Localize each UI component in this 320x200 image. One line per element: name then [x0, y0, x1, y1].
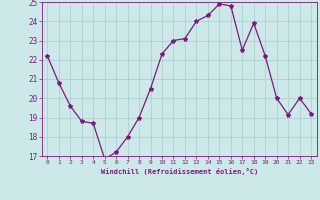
X-axis label: Windchill (Refroidissement éolien,°C): Windchill (Refroidissement éolien,°C): [100, 168, 258, 175]
